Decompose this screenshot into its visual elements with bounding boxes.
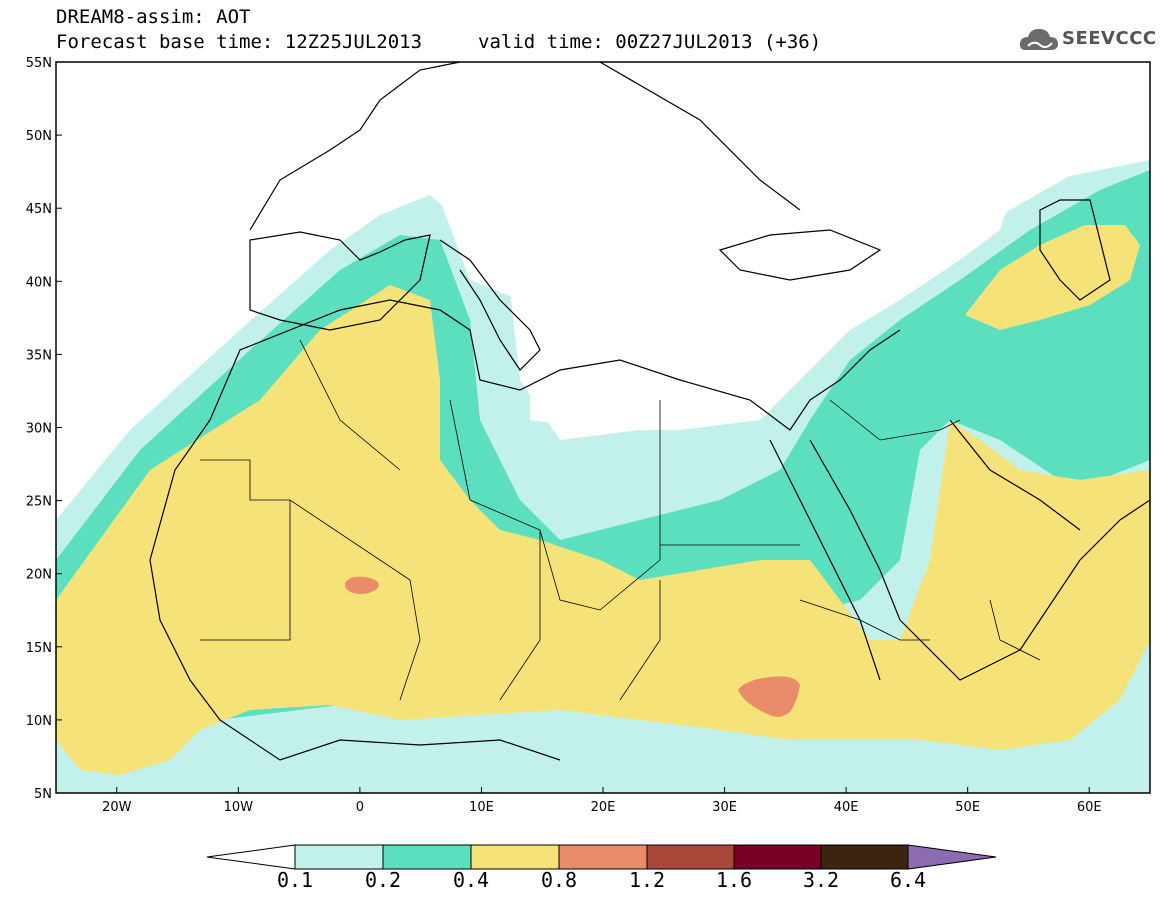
- valid-time: valid time: 00Z27JUL2013 (+36): [478, 31, 822, 53]
- colorbar-label-0.1: 0.1: [276, 868, 314, 892]
- lon-tick-label: 20W: [102, 800, 132, 815]
- country-borders: [200, 339, 1041, 701]
- lon-tick-label: 10E: [469, 800, 494, 815]
- colorbar-bin-5: [646, 844, 735, 870]
- lat-tick-label: 5N: [34, 787, 52, 802]
- colorbar-label-6.4: 6.4: [889, 868, 927, 892]
- aot-contour-0.4-caspian: [965, 225, 1140, 330]
- map-title: DREAM8-assim: AOT: [56, 6, 251, 28]
- coastline-gulf: [949, 419, 1081, 531]
- lon-tick-label: 40E: [834, 800, 859, 815]
- lat-tick-label: 55N: [26, 56, 52, 71]
- colorbar-label-0.8: 0.8: [540, 868, 578, 892]
- coastline-europe: [249, 61, 801, 231]
- coastline-red-sea: [769, 439, 901, 681]
- lon-tick-label: 20E: [591, 800, 616, 815]
- lon-tick-label: 50E: [955, 800, 980, 815]
- aot-contour-0.4: [56, 285, 1150, 775]
- axis-ticks: 20W 10W 0 10E 20E 30E 40E 50E 60E 5N 10N 15N 20N 25N 3…: [26, 56, 1102, 815]
- map-field: [56, 62, 1150, 793]
- seevccc-logo: SEEVCCC: [1018, 24, 1158, 56]
- colorbar-bin-4: [558, 844, 648, 870]
- colorbar-bin-6: [733, 844, 822, 870]
- lat-tick-label: 35N: [26, 348, 52, 363]
- colorbar-label-1.2: 1.2: [628, 868, 666, 892]
- lat-tick-label: 20N: [26, 568, 52, 583]
- colorbar: [206, 844, 997, 870]
- colorbar-bin-7: [820, 844, 909, 870]
- lat-tick-label: 10N: [26, 714, 52, 729]
- lon-tick-label: 60E: [1077, 800, 1102, 815]
- colorbar-over-arrow: [907, 844, 997, 870]
- coastline-iberia: [249, 231, 431, 331]
- colorbar-label-1.6: 1.6: [715, 868, 753, 892]
- coastline-caspian: [1039, 199, 1111, 301]
- lat-tick-label: 50N: [26, 129, 52, 144]
- colorbar-bin-1: [294, 844, 384, 870]
- coastline-north-africa: [149, 299, 901, 561]
- lat-tick-label: 45N: [26, 202, 52, 217]
- coastline-arabia: [899, 499, 1151, 681]
- coastline-west-africa: [149, 559, 561, 761]
- colorbar-bin-2: [382, 844, 472, 870]
- cloud-icon: [1019, 29, 1058, 50]
- lon-tick-label: 30E: [712, 800, 737, 815]
- lat-tick-label: 25N: [26, 495, 52, 510]
- logo-text: SEEVCCC: [1062, 28, 1157, 49]
- lon-tick-label: 0: [356, 800, 364, 815]
- aot-contour-0.8-sahara: [344, 576, 379, 595]
- coastline-italy: [439, 239, 541, 371]
- colorbar-bin-3: [470, 844, 560, 870]
- colorbar-label-0.2: 0.2: [364, 868, 402, 892]
- forecast-base-time: Forecast base time: 12Z25JUL2013: [56, 31, 423, 53]
- colorbar-label-3.2: 3.2: [802, 868, 840, 892]
- lat-tick-label: 40N: [26, 275, 52, 290]
- coastlines: [149, 61, 1151, 761]
- coastline-black-sea: [718, 229, 882, 281]
- lat-tick-label: 15N: [26, 641, 52, 656]
- lon-tick-label: 10W: [224, 800, 254, 815]
- aot-contour-0.8-sudan: [738, 676, 800, 717]
- low-aot-region-mediterranean: [440, 62, 1150, 430]
- colorbar-label-0.4: 0.4: [452, 868, 490, 892]
- lat-tick-label: 30N: [26, 422, 52, 437]
- colorbar-under-arrow: [206, 844, 296, 870]
